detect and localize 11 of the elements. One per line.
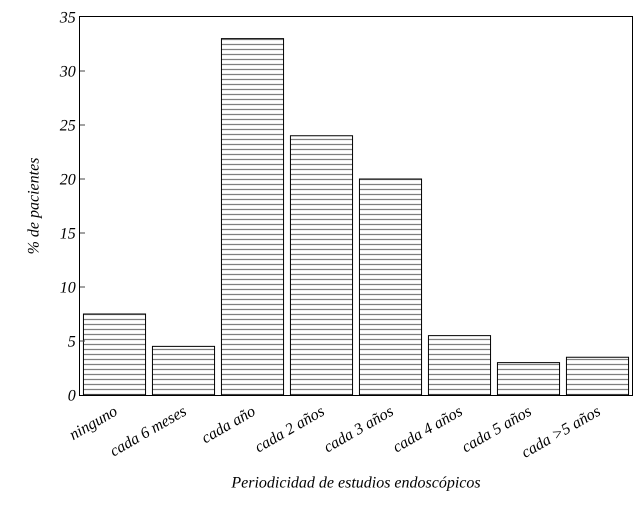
y-tick-label: 5 (68, 334, 76, 351)
x-tick-label: cada año (198, 402, 258, 448)
y-tick-label: 30 (58, 64, 76, 81)
y-tick-label: 25 (60, 118, 76, 135)
x-axis-title: Periodicidad de estudios endoscópicos (230, 474, 481, 492)
y-tick-label: 15 (60, 226, 76, 243)
y-tick-label: 10 (60, 280, 76, 297)
y-tick-label: 35 (58, 10, 76, 27)
y-axis-title: % de pacientes (26, 158, 43, 254)
y-tick-label: 0 (68, 388, 76, 405)
y-tick-label: 20 (60, 172, 76, 189)
